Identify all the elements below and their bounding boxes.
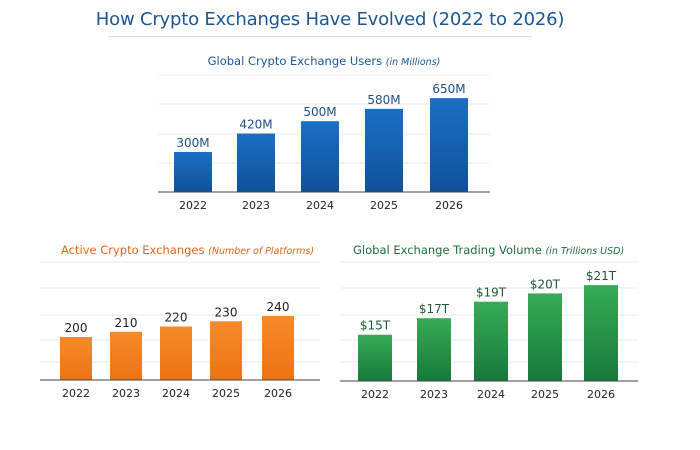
exchanges-bar-2024: [160, 326, 192, 380]
chart-volume-subtitle: (in Trillions USD): [545, 246, 625, 257]
users-data-label-2026: 650M: [432, 82, 465, 96]
users-bar-2026: [430, 98, 468, 192]
users-bar-2024: [301, 121, 339, 192]
exchanges-data-label-2022: 200: [65, 321, 88, 335]
users-x-tick-2025: 2025: [370, 199, 398, 212]
volume-bar-2022: [358, 334, 392, 381]
exchanges-bar-2026: [262, 316, 294, 380]
users-x-tick-2026: 2026: [435, 199, 463, 212]
users-bar-2022: [174, 151, 212, 192]
volume-data-label-2024: $19T: [476, 286, 507, 300]
chart-exchanges-subtitle: (Number of Platforms): [208, 246, 315, 257]
exchanges-data-label-2025: 230: [215, 305, 238, 319]
exchanges-x-tick-2025: 2025: [212, 387, 240, 400]
volume-x-tick-2025: 2025: [531, 388, 559, 401]
exchanges-x-tick-2024: 2024: [162, 387, 190, 400]
users-x-tick-2022: 2022: [179, 199, 207, 212]
volume-data-label-2022: $15T: [360, 319, 391, 333]
main-title: How Crypto Exchanges Have Evolved (2022 …: [95, 9, 565, 30]
volume-x-tick-2026: 2026: [587, 388, 615, 401]
exchanges-bar-2025: [210, 321, 242, 380]
exchanges-bar-2023: [110, 331, 142, 380]
users-bar-2023: [237, 133, 275, 192]
users-x-tick-2023: 2023: [242, 199, 270, 212]
volume-x-tick-2024: 2024: [477, 388, 505, 401]
exchanges-data-label-2024: 220: [165, 311, 188, 325]
users-data-label-2023: 420M: [239, 118, 272, 132]
users-bar-2025: [365, 108, 403, 192]
chart-users-title-text: Global Crypto Exchange Users: [207, 54, 383, 68]
volume-bar-2024: [474, 301, 508, 381]
volume-data-label-2023: $17T: [419, 302, 450, 316]
chart-exchanges-title-text: Active Crypto Exchanges: [61, 243, 205, 257]
volume-data-label-2026: $21T: [586, 269, 617, 283]
chart-users-subtitle: (in Millions): [385, 57, 441, 68]
volume-bar-2025: [528, 293, 562, 381]
volume-bar-2026: [584, 285, 618, 381]
chart-volume-title-text: Global Exchange Trading Volume: [353, 243, 542, 257]
volume-bar-2023: [417, 318, 451, 381]
exchanges-bar-2022: [60, 336, 92, 380]
exchanges-x-tick-2026: 2026: [264, 387, 292, 400]
volume-x-tick-2023: 2023: [420, 388, 448, 401]
volume-x-tick-2022: 2022: [361, 388, 389, 401]
exchanges-x-tick-2022: 2022: [62, 387, 90, 400]
chart-users-title: Global Crypto Exchange Users (in Million…: [158, 54, 490, 68]
users-data-label-2022: 300M: [176, 136, 209, 150]
users-x-tick-2024: 2024: [306, 199, 334, 212]
title-divider: [108, 36, 532, 37]
volume-data-label-2025: $20T: [530, 277, 561, 291]
exchanges-x-tick-2023: 2023: [112, 387, 140, 400]
users-data-label-2025: 580M: [367, 93, 400, 107]
exchanges-data-label-2023: 210: [115, 316, 138, 330]
exchanges-data-label-2026: 240: [267, 300, 290, 314]
chart-volume-title: Global Exchange Trading Volume (in Trill…: [353, 243, 624, 257]
users-data-label-2024: 500M: [303, 105, 336, 119]
chart-exchanges-title: Active Crypto Exchanges (Number of Platf…: [61, 243, 314, 257]
